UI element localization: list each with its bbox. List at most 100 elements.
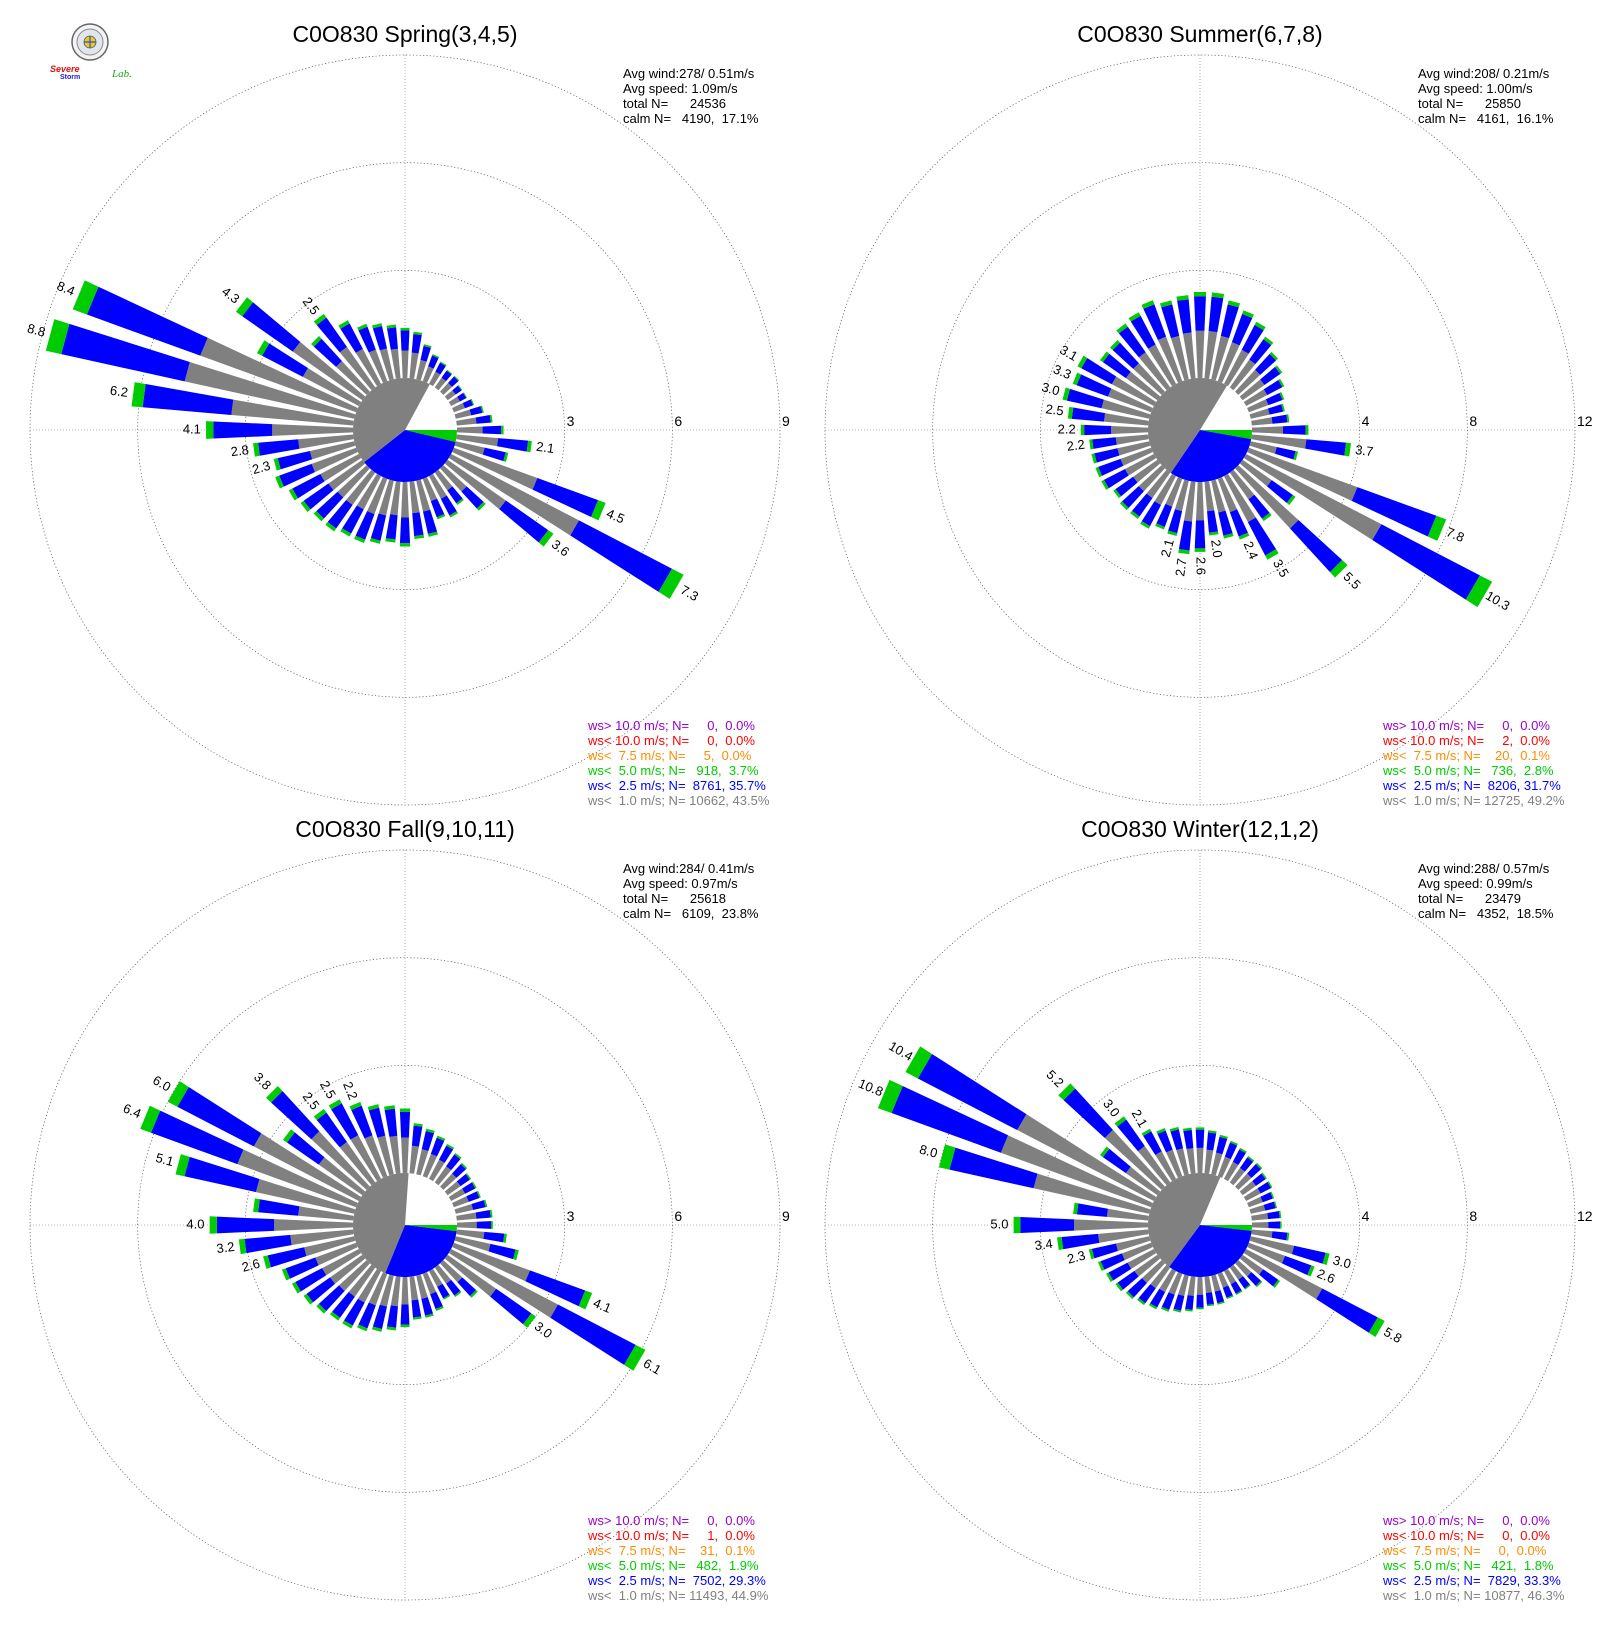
bar-value-label: 2.3 <box>1066 1247 1087 1266</box>
bar-segment-lt5 <box>1278 1210 1282 1219</box>
bar-segment-lt5 <box>1101 479 1109 490</box>
bar-segment-lt5 <box>1013 1216 1021 1234</box>
bar-segment-lt2-5 <box>420 345 431 362</box>
bar-segment-lt1 <box>1247 1196 1263 1208</box>
ring <box>29 54 781 806</box>
bar-segment-lt2-5 <box>1247 1163 1262 1178</box>
bar-segment-lt2-5 <box>1130 315 1156 349</box>
bar-segment-lt2-5 <box>490 1288 532 1325</box>
bar-segment-lt5 <box>1307 1265 1315 1277</box>
bar-segment-lt5 <box>1116 323 1128 334</box>
ring <box>137 162 673 698</box>
bar-segment-lt1 <box>1251 1213 1269 1221</box>
bar-segment-lt2-5 <box>447 486 463 504</box>
bar-segment-lt2-5 <box>1161 1292 1175 1310</box>
bar-segment-lt2-5 <box>1305 439 1347 456</box>
bar-segment-lt5 <box>313 1108 327 1120</box>
bar-segment-lt1 <box>1211 335 1230 381</box>
bar-segment-lt5 <box>1281 403 1285 412</box>
bar-segment-lt5 <box>443 1294 451 1300</box>
bar-segment-lt5 <box>1254 321 1266 331</box>
bar-segment-lt1 <box>390 1276 401 1307</box>
bar-segment-lt2-5 <box>1084 424 1112 436</box>
bar-segment-lt1 <box>448 1188 466 1202</box>
bar-segment-lt2-5 <box>412 512 424 537</box>
bar-segment-lt1 <box>1187 1276 1196 1296</box>
bar-segment-lt1 <box>184 361 356 419</box>
bar-segment-lt5 <box>414 534 425 540</box>
bar-segment-lt5 <box>1208 531 1219 536</box>
bar-segment-lt2-5 <box>483 1231 505 1243</box>
bar-segment-lt1 <box>1165 477 1183 507</box>
ring-label: 9 <box>782 413 790 429</box>
bar-segment-lt5 <box>281 1268 290 1281</box>
bar-segment-lt1 <box>1176 1148 1189 1176</box>
bar-segment-lt2-5 <box>1207 510 1218 533</box>
bar-segment-lt2-5 <box>1020 1216 1075 1234</box>
stats-line: Avg wind:208/ 0.21m/s <box>1418 66 1550 81</box>
bar-segment-lt1 <box>448 396 460 407</box>
bar-segment-lt1 <box>434 1166 452 1186</box>
bar-segment-lt5 <box>523 1313 536 1328</box>
bar-segment-lt5 <box>1255 1162 1263 1170</box>
bar-segment-lt1 <box>434 377 447 391</box>
bar-segment-lt1 <box>452 1196 469 1208</box>
bar-segment-lt2-5 <box>1117 1270 1139 1290</box>
bar-segment-lt1 <box>1239 1181 1256 1196</box>
bar-segment-lt2-5 <box>438 1145 454 1163</box>
bar-segment-lt2-5 <box>475 1209 491 1219</box>
bar-segment-lt1 <box>409 1145 419 1174</box>
bar-segment-lt2-5 <box>411 1125 423 1147</box>
bar-segment-lt2-5 <box>271 1091 320 1140</box>
bar-segment-lt5 <box>313 313 327 325</box>
bar-segment-lt5 <box>369 538 381 544</box>
bar-segment-lt2-5 <box>387 327 398 350</box>
bar-segment-lt2-5 <box>327 500 353 529</box>
bar-segment-lt2-5 <box>421 1130 435 1151</box>
bar-segment-lt1 <box>416 479 431 512</box>
bar-segment-lt1 <box>1249 441 1277 454</box>
bar-segment-lt1 <box>315 1242 358 1266</box>
legend-entry: ws< 10.0 m/s; N= 0, 0.0% <box>1382 1528 1550 1543</box>
bar-segment-lt1 <box>1106 1208 1149 1221</box>
bar-segment-lt1 <box>454 1236 491 1252</box>
bar-segment-lt2-5 <box>1103 468 1129 489</box>
bar-segment-lt5 <box>1109 339 1121 351</box>
logo-subname: Storm <box>60 74 81 81</box>
bar-segment-lt2-5 <box>1247 1272 1262 1287</box>
bar-segment-lt2-5 <box>1316 1288 1378 1333</box>
bar-segment-lt5 <box>300 500 311 512</box>
bar-segment-lt1 <box>1204 1276 1212 1294</box>
bar-segment-lt2-5 <box>446 1279 461 1296</box>
legend-entry: ws< 1.0 m/s; N= 10662, 43.5% <box>587 793 770 808</box>
bar-segment-lt1 <box>1168 1272 1183 1295</box>
bar-segment-lt5 <box>235 297 253 317</box>
bar-segment-lt1 <box>456 417 477 426</box>
bar-segment-lt2-5 <box>499 500 549 543</box>
bar-value-label: 2.6 <box>240 1256 261 1275</box>
bar-segment-lt2-5 <box>258 439 300 456</box>
ring <box>1039 1064 1361 1386</box>
bar-segment-lt1 <box>409 352 419 379</box>
bar-segment-lt1 <box>1247 399 1269 413</box>
bar-segment-lt1 <box>1223 1268 1236 1285</box>
bar-segment-lt5 <box>436 514 446 520</box>
chart-title: C0O830 Spring(3,4,5) <box>292 21 517 47</box>
bar-segment-lt2-5 <box>1265 392 1283 406</box>
bar-segment-lt1 <box>1186 1148 1196 1174</box>
bar-segment-lt1 <box>338 1260 370 1292</box>
bar-segment-lt2-5 <box>428 355 439 369</box>
bar-segment-lt1 <box>311 447 358 473</box>
bar-segment-lt5 <box>1194 548 1206 552</box>
ring-label: 9 <box>782 1208 790 1224</box>
bar-segment-lt1 <box>1101 399 1151 419</box>
bar-segment-lt2-5 <box>342 505 364 534</box>
bar-segment-lt1 <box>311 1131 370 1190</box>
bar-segment-lt1 <box>336 361 370 395</box>
bar-value-label: 2.5 <box>300 1089 323 1112</box>
bar-segment-lt1 <box>1000 1135 1153 1208</box>
bar-segment-lt1 <box>379 348 394 381</box>
bar-segment-lt1 <box>368 1272 388 1306</box>
wind-rose-panel-4: C0O830 Winter(12,1,2) 4 8 12 10.410.8 8.0 5.0 3… <box>824 816 1593 1603</box>
bar-value-label: 6.4 <box>121 1100 143 1121</box>
